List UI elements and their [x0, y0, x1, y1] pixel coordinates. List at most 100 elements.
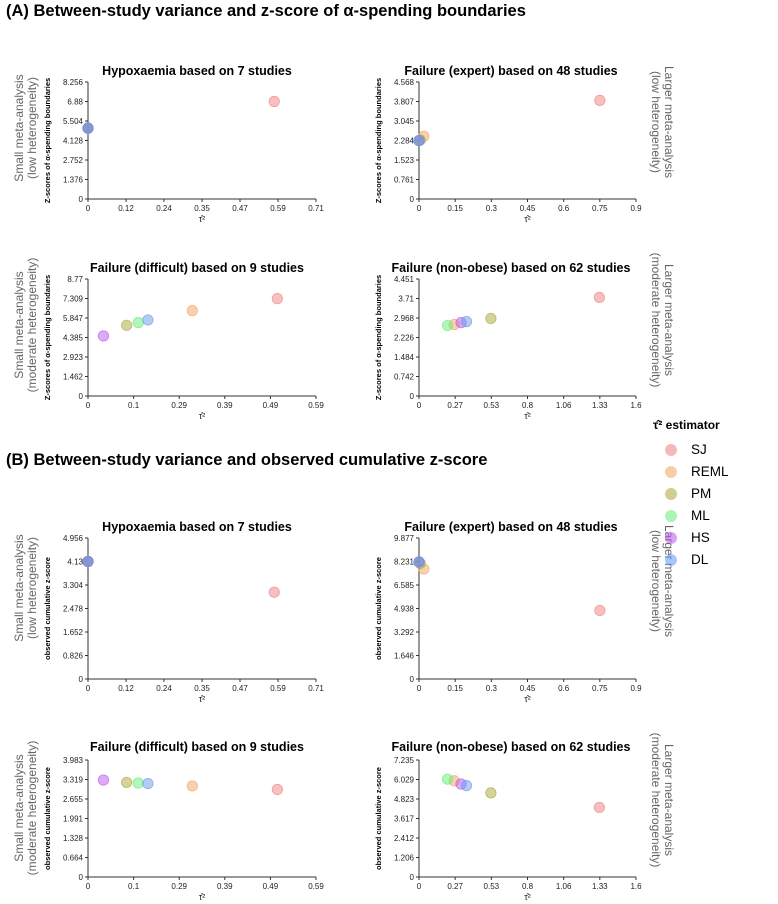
x-tick-label: 0.3	[486, 684, 498, 693]
legend: τ̂² estimator SJ REML PM ML HS DL	[653, 418, 729, 574]
y-tick-label: 4.568	[394, 78, 415, 87]
y-tick-label: 2.752	[63, 156, 84, 165]
panel-title: Failure (expert) based on 48 studies	[404, 520, 618, 534]
x-tick-label: 0.9	[630, 204, 642, 213]
y-tick-label: 2.923	[63, 353, 84, 362]
y-tick-label: 2.968	[394, 314, 415, 323]
x-axis-label: τ̂²	[199, 892, 206, 902]
y-tick-label: 4.13	[67, 558, 83, 567]
y-tick-label: 4.128	[63, 137, 84, 146]
x-tick-label: 0	[86, 204, 91, 213]
y-tick-label: 5.504	[63, 117, 84, 126]
x-tick-label: 0.35	[194, 204, 210, 213]
y-tick-label: 3.292	[394, 628, 415, 637]
y-tick-label: 0	[79, 675, 84, 684]
x-tick-label: 0	[86, 684, 91, 693]
y-tick-label: 6.88	[67, 98, 83, 107]
x-tick-label: 0.1	[128, 401, 140, 410]
x-axis-label: τ̂²	[199, 214, 206, 224]
data-point-hs	[97, 330, 110, 342]
legend-item-sj: SJ	[665, 442, 729, 457]
y-tick-label: 3.983	[63, 756, 84, 765]
x-tick-label: 0.47	[232, 204, 248, 213]
y-tick-label: 0	[79, 392, 84, 401]
y-tick-label: 0	[410, 873, 415, 882]
y-tick-label: 0	[410, 195, 415, 204]
y-tick-label: 0.826	[63, 652, 84, 661]
data-point-ml	[441, 319, 454, 332]
x-tick-label: 0	[86, 882, 91, 891]
panel-title: Failure (non-obese) based on 62 studies	[391, 261, 631, 275]
x-tick-label: 1.6	[630, 401, 642, 410]
y-tick-label: 1.484	[394, 353, 415, 362]
x-tick-label: 0.8	[522, 401, 534, 410]
x-tick-label: 0.12	[118, 684, 134, 693]
x-tick-label: 1.6	[630, 882, 642, 891]
data-point-sj	[271, 293, 283, 305]
data-point-dl	[413, 556, 425, 568]
x-tick-label: 0.6	[558, 684, 570, 693]
y-tick-label: 2.412	[394, 834, 415, 843]
y-tick-label: 0	[410, 392, 415, 401]
x-axis-label: τ̂²	[199, 411, 206, 421]
y-tick-label: 0.761	[394, 176, 415, 185]
data-point-pm	[485, 312, 497, 325]
y-tick-label: 0	[79, 195, 84, 204]
y-tick-label: 0	[410, 675, 415, 684]
y-axis-label: Z-scores of α-spending boundaries	[374, 275, 383, 400]
y-axis-label: observed cumulative z-score	[43, 767, 52, 870]
x-tick-label: 0.39	[217, 401, 233, 410]
y-tick-label: 4.385	[63, 334, 84, 343]
x-tick-label: 0.35	[194, 684, 210, 693]
legend-label: HS	[691, 530, 710, 545]
y-axis-label: Z-scores of α-spending boundaries	[43, 78, 52, 203]
x-tick-label: 0.24	[156, 204, 172, 213]
y-axis-label: observed cumulative z-score	[43, 557, 52, 660]
y-tick-label: 3.319	[63, 776, 84, 785]
x-tick-label: 0	[417, 401, 422, 410]
x-tick-label: 0	[417, 204, 422, 213]
legend-label: DL	[691, 552, 709, 567]
y-axis-label: Z-scores of α-spending boundaries	[43, 275, 52, 400]
x-tick-label: 0	[417, 684, 422, 693]
panel-title: Hypoxaemia based on 7 studies	[102, 520, 292, 534]
legend-title: τ̂² estimator	[653, 418, 720, 432]
y-tick-label: 1.991	[63, 815, 84, 824]
x-tick-label: 0.71	[308, 204, 324, 213]
data-point-sj	[593, 801, 605, 814]
x-tick-label: 0.1	[128, 882, 140, 891]
x-tick-label: 0.24	[156, 684, 172, 693]
panel-title: Hypoxaemia based on 7 studies	[102, 64, 292, 78]
y-tick-label: 2.226	[394, 334, 415, 343]
y-tick-label: 3.71	[398, 295, 414, 304]
x-tick-label: 0	[417, 882, 422, 891]
data-point-sj	[268, 95, 280, 108]
legend-label: SJ	[691, 442, 707, 457]
x-tick-label: 0.15	[447, 684, 463, 693]
y-tick-label: 5.847	[63, 314, 84, 323]
legend-item-ml: ML	[665, 508, 729, 523]
data-point-ml	[441, 773, 454, 785]
legend-marker	[665, 487, 677, 500]
x-tick-label: 0.49	[263, 882, 279, 891]
y-tick-label: 9.877	[394, 534, 415, 543]
data-point-dl	[460, 780, 473, 792]
x-tick-label: 1.06	[556, 882, 572, 891]
data-point-dl	[413, 135, 425, 147]
x-tick-label: 0.47	[232, 684, 248, 693]
x-axis-label: τ̂²	[524, 214, 531, 224]
x-tick-label: 0.12	[118, 204, 134, 213]
x-axis-label: τ̂²	[524, 892, 531, 902]
x-tick-label: 1.06	[556, 401, 572, 410]
y-tick-label: 3.807	[394, 98, 415, 107]
x-tick-label: 0.29	[171, 882, 187, 891]
data-point-reml	[186, 780, 198, 792]
data-point-dl	[82, 122, 94, 134]
section-a-title: (A) Between-study variance and z-score o…	[6, 2, 526, 20]
data-point-pm	[485, 787, 497, 799]
data-point-ml	[132, 317, 144, 329]
x-tick-label: 0.45	[520, 684, 536, 693]
x-tick-label: 0.53	[484, 882, 500, 891]
x-tick-label: 0.71	[308, 684, 324, 693]
